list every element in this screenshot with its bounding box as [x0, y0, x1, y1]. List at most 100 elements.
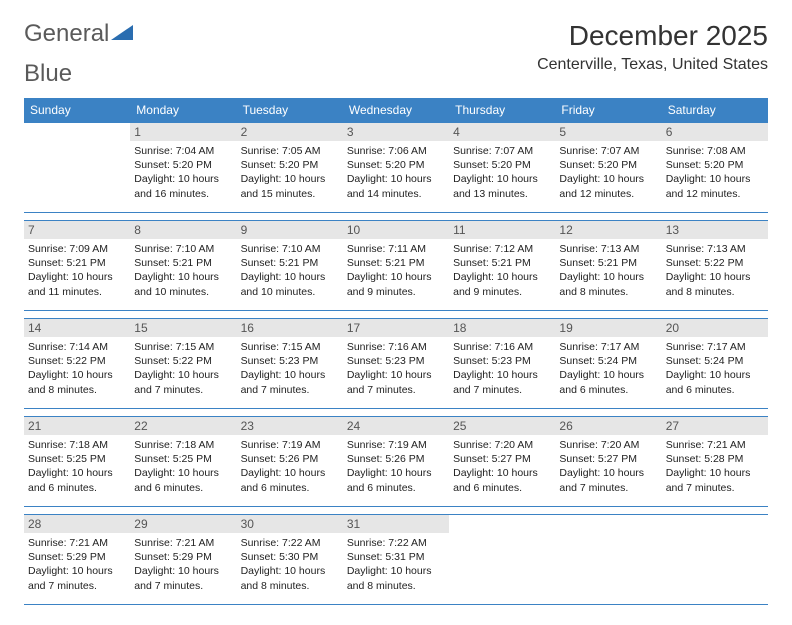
day-info: Sunrise: 7:22 AMSunset: 5:31 PMDaylight:… — [347, 536, 445, 593]
day-number: 25 — [449, 417, 555, 435]
title-block: December 2025 Centerville, Texas, United… — [537, 20, 768, 74]
calendar-day-cell: 29 Sunrise: 7:21 AMSunset: 5:29 PMDayligh… — [130, 515, 236, 605]
day-info: Sunrise: 7:10 AMSunset: 5:21 PMDaylight:… — [134, 242, 232, 299]
calendar-table: Sunday Monday Tuesday Wednesday Thursday… — [24, 98, 768, 605]
week-spacer — [24, 409, 768, 417]
calendar-day-cell: 4 Sunrise: 7:07 AMSunset: 5:20 PMDaylight… — [449, 123, 555, 213]
calendar-day-cell — [24, 123, 130, 213]
calendar-day-cell: 1Sunrise: 7:04 AMSunset: 5:20 PMDaylight… — [130, 123, 236, 213]
calendar-day-cell: 15 Sunrise: 7:15 AMSunset: 5:22 PMDayligh… — [130, 319, 236, 409]
weekday-fri: Friday — [555, 98, 661, 123]
day-info: Sunrise: 7:13 AMSunset: 5:22 PMDaylight:… — [666, 242, 764, 299]
location-text: Centerville, Texas, United States — [537, 56, 768, 74]
weekday-header-row: Sunday Monday Tuesday Wednesday Thursday… — [24, 98, 768, 123]
calendar-day-cell — [555, 515, 661, 605]
day-info: Sunrise: 7:13 AMSunset: 5:21 PMDaylight:… — [559, 242, 657, 299]
day-info: Sunrise: 7:05 AMSunset: 5:20 PMDaylight:… — [241, 144, 339, 201]
calendar-day-cell: 17Sunrise: 7:16 AMSunset: 5:23 PMDayligh… — [343, 319, 449, 409]
day-number: 5 — [555, 123, 661, 141]
day-info: Sunrise: 7:16 AMSunset: 5:23 PMDaylight:… — [347, 340, 445, 397]
calendar-week-row: 7Sunrise: 7:09 AMSunset: 5:21 PMDaylight… — [24, 221, 768, 311]
day-number: 13 — [662, 221, 768, 239]
weekday-tue: Tuesday — [237, 98, 343, 123]
calendar-day-cell: 24 Sunrise: 7:19 AMSunset: 5:26 PMDayligh… — [343, 417, 449, 507]
calendar-day-cell: 21Sunrise: 7:18 AMSunset: 5:25 PMDayligh… — [24, 417, 130, 507]
calendar-day-cell: 18Sunrise: 7:16 AMSunset: 5:23 PMDayligh… — [449, 319, 555, 409]
calendar-day-cell: 28Sunrise: 7:21 AMSunset: 5:29 PMDayligh… — [24, 515, 130, 605]
day-number: 12 — [555, 221, 661, 239]
day-number: 10 — [343, 221, 449, 239]
day-info: Sunrise: 7:19 AMSunset: 5:26 PMDaylight:… — [241, 438, 339, 495]
day-number: 8 — [130, 221, 236, 239]
calendar-day-cell: 11 Sunrise: 7:12 AMSunset: 5:21 PMDayligh… — [449, 221, 555, 311]
calendar-day-cell: 12 Sunrise: 7:13 AMSunset: 5:21 PMDayligh… — [555, 221, 661, 311]
logo-text-1: General — [24, 20, 109, 48]
month-title: December 2025 — [537, 20, 768, 52]
day-info: Sunrise: 7:07 AMSunset: 5:20 PMDaylight:… — [453, 144, 551, 201]
day-info: Sunrise: 7:15 AMSunset: 5:22 PMDaylight:… — [134, 340, 232, 397]
calendar-day-cell: 14Sunrise: 7:14 AMSunset: 5:22 PMDayligh… — [24, 319, 130, 409]
calendar-day-cell: 16 Sunrise: 7:15 AMSunset: 5:23 PMDayligh… — [237, 319, 343, 409]
day-number: 21 — [24, 417, 130, 435]
day-number: 7 — [24, 221, 130, 239]
week-spacer — [24, 507, 768, 515]
day-number: 1 — [130, 123, 236, 141]
day-info: Sunrise: 7:12 AMSunset: 5:21 PMDaylight:… — [453, 242, 551, 299]
calendar-day-cell: 20 Sunrise: 7:17 AMSunset: 5:24 PMDayligh… — [662, 319, 768, 409]
calendar-week-row: 14Sunrise: 7:14 AMSunset: 5:22 PMDayligh… — [24, 319, 768, 409]
day-number: 30 — [237, 515, 343, 533]
day-number: 14 — [24, 319, 130, 337]
day-number: 23 — [237, 417, 343, 435]
day-info: Sunrise: 7:20 AMSunset: 5:27 PMDaylight:… — [559, 438, 657, 495]
calendar-day-cell: 10 Sunrise: 7:11 AMSunset: 5:21 PMDayligh… — [343, 221, 449, 311]
calendar-day-cell: 5 Sunrise: 7:07 AMSunset: 5:20 PMDaylight… — [555, 123, 661, 213]
week-spacer — [24, 311, 768, 319]
calendar-day-cell: 27Sunrise: 7:21 AMSunset: 5:28 PMDayligh… — [662, 417, 768, 507]
day-number: 16 — [237, 319, 343, 337]
calendar-day-cell: 8 Sunrise: 7:10 AMSunset: 5:21 PMDaylight… — [130, 221, 236, 311]
calendar-day-cell: 26 Sunrise: 7:20 AMSunset: 5:27 PMDayligh… — [555, 417, 661, 507]
day-info: Sunrise: 7:10 AMSunset: 5:21 PMDaylight:… — [241, 242, 339, 299]
day-info: Sunrise: 7:20 AMSunset: 5:27 PMDaylight:… — [453, 438, 551, 495]
day-number: 18 — [449, 319, 555, 337]
day-info: Sunrise: 7:17 AMSunset: 5:24 PMDaylight:… — [666, 340, 764, 397]
day-info: Sunrise: 7:18 AMSunset: 5:25 PMDaylight:… — [134, 438, 232, 495]
day-number: 2 — [237, 123, 343, 141]
day-number: 28 — [24, 515, 130, 533]
day-number: 3 — [343, 123, 449, 141]
day-number: 4 — [449, 123, 555, 141]
calendar-week-row: 28Sunrise: 7:21 AMSunset: 5:29 PMDayligh… — [24, 515, 768, 605]
calendar-day-cell: 3 Sunrise: 7:06 AMSunset: 5:20 PMDaylight… — [343, 123, 449, 213]
weekday-sun: Sunday — [24, 98, 130, 123]
logo: General — [24, 20, 135, 48]
calendar-day-cell: 23 Sunrise: 7:19 AMSunset: 5:26 PMDayligh… — [237, 417, 343, 507]
day-info: Sunrise: 7:19 AMSunset: 5:26 PMDaylight:… — [347, 438, 445, 495]
day-number: 19 — [555, 319, 661, 337]
week-spacer — [24, 213, 768, 221]
day-number: 27 — [662, 417, 768, 435]
day-info: Sunrise: 7:21 AMSunset: 5:29 PMDaylight:… — [134, 536, 232, 593]
day-info: Sunrise: 7:22 AMSunset: 5:30 PMDaylight:… — [241, 536, 339, 593]
day-number: 11 — [449, 221, 555, 239]
day-info: Sunrise: 7:11 AMSunset: 5:21 PMDaylight:… — [347, 242, 445, 299]
day-info: Sunrise: 7:07 AMSunset: 5:20 PMDaylight:… — [559, 144, 657, 201]
day-number: 6 — [662, 123, 768, 141]
calendar-day-cell: 22 Sunrise: 7:18 AMSunset: 5:25 PMDayligh… — [130, 417, 236, 507]
day-number: 15 — [130, 319, 236, 337]
weekday-thu: Thursday — [449, 98, 555, 123]
logo-text-2: Blue — [24, 60, 72, 87]
calendar-week-row: 21Sunrise: 7:18 AMSunset: 5:25 PMDayligh… — [24, 417, 768, 507]
calendar-day-cell — [662, 515, 768, 605]
weekday-sat: Saturday — [662, 98, 768, 123]
weekday-mon: Monday — [130, 98, 236, 123]
day-number: 29 — [130, 515, 236, 533]
day-number: 26 — [555, 417, 661, 435]
calendar-week-row: 1Sunrise: 7:04 AMSunset: 5:20 PMDaylight… — [24, 123, 768, 213]
day-info: Sunrise: 7:06 AMSunset: 5:20 PMDaylight:… — [347, 144, 445, 201]
day-info: Sunrise: 7:15 AMSunset: 5:23 PMDaylight:… — [241, 340, 339, 397]
calendar-day-cell: 30 Sunrise: 7:22 AMSunset: 5:30 PMDayligh… — [237, 515, 343, 605]
day-number: 22 — [130, 417, 236, 435]
day-number: 24 — [343, 417, 449, 435]
day-number: 20 — [662, 319, 768, 337]
calendar-day-cell: 13 Sunrise: 7:13 AMSunset: 5:22 PMDayligh… — [662, 221, 768, 311]
